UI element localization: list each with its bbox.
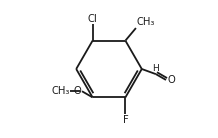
Text: O: O [73, 86, 81, 96]
Text: CH₃: CH₃ [51, 86, 70, 96]
Text: F: F [123, 115, 128, 125]
Text: O: O [167, 75, 175, 85]
Text: H: H [153, 63, 159, 72]
Text: CH₃: CH₃ [137, 17, 155, 27]
Text: Cl: Cl [88, 14, 97, 24]
